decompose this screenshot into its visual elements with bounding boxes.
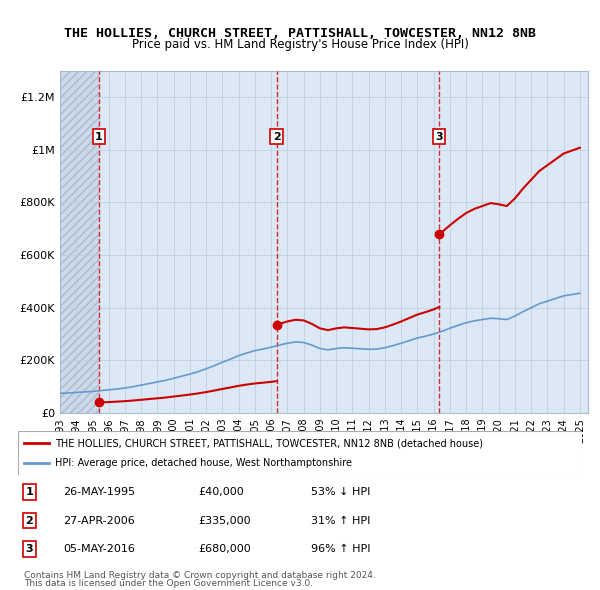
Text: 3: 3	[436, 132, 443, 142]
Text: £680,000: £680,000	[199, 544, 251, 554]
Text: 2: 2	[272, 132, 280, 142]
Text: 1: 1	[25, 487, 33, 497]
Text: Price paid vs. HM Land Registry's House Price Index (HPI): Price paid vs. HM Land Registry's House …	[131, 38, 469, 51]
Text: 3: 3	[25, 544, 33, 554]
Text: THE HOLLIES, CHURCH STREET, PATTISHALL, TOWCESTER, NN12 8NB: THE HOLLIES, CHURCH STREET, PATTISHALL, …	[64, 27, 536, 40]
Bar	[60, 71, 99, 413]
Text: This data is licensed under the Open Government Licence v3.0.: This data is licensed under the Open Gov…	[24, 579, 313, 588]
Text: Contains HM Land Registry data © Crown copyright and database right 2024.: Contains HM Land Registry data © Crown c…	[24, 571, 376, 580]
Text: 1: 1	[95, 132, 103, 142]
Text: 27-APR-2006: 27-APR-2006	[63, 516, 135, 526]
Text: THE HOLLIES, CHURCH STREET, PATTISHALL, TOWCESTER, NN12 8NB (detached house): THE HOLLIES, CHURCH STREET, PATTISHALL, …	[55, 438, 482, 448]
Text: £40,000: £40,000	[199, 487, 244, 497]
Text: 2: 2	[25, 516, 33, 526]
Text: £335,000: £335,000	[199, 516, 251, 526]
Text: HPI: Average price, detached house, West Northamptonshire: HPI: Average price, detached house, West…	[55, 458, 352, 467]
Text: 53% ↓ HPI: 53% ↓ HPI	[311, 487, 371, 497]
Text: 31% ↑ HPI: 31% ↑ HPI	[311, 516, 371, 526]
Text: 05-MAY-2016: 05-MAY-2016	[63, 544, 135, 554]
Text: 96% ↑ HPI: 96% ↑ HPI	[311, 544, 371, 554]
Bar	[99, 71, 588, 413]
Text: 26-MAY-1995: 26-MAY-1995	[63, 487, 135, 497]
